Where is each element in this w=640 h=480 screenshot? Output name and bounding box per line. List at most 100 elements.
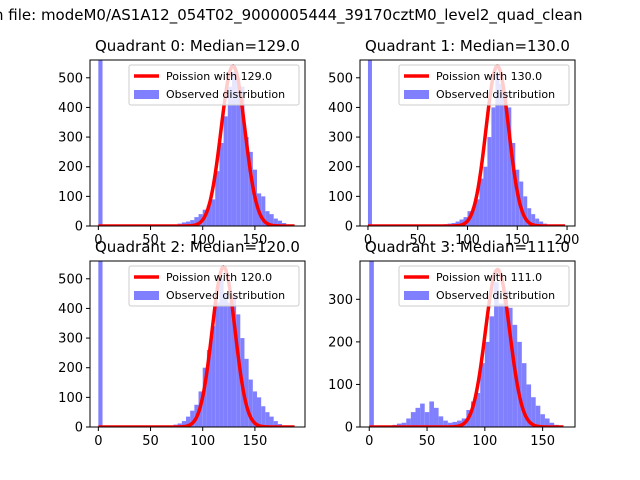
quadrant-2-hist-bar-25 (265, 412, 270, 427)
quadrant-0-y-tick-label-5: 500 (58, 71, 83, 86)
quadrant-1-hist-bar-26 (539, 221, 544, 226)
quadrant-2-y-tick-label-5: 500 (58, 272, 83, 287)
quadrant-2-y-tick-label-2: 200 (58, 361, 83, 376)
quadrant-1-x-tick-label-3: 150 (505, 233, 530, 248)
quadrant-3-legend-hist-swatch (404, 291, 429, 300)
quadrant-0-legend-box (128, 64, 300, 106)
quadrant-3-x-tick-label-1: 50 (419, 434, 436, 449)
quadrant-0-hist-bar-15 (231, 71, 237, 226)
quadrant-3-hist-bar-10 (433, 407, 439, 427)
quadrant-2-legend-hist-swatch (134, 291, 159, 300)
quadrant-1-plot-area (367, 60, 566, 226)
quadrant-0-x-tick-label-0: 0 (94, 233, 102, 248)
quadrant-3-hist-bar-9 (429, 401, 434, 427)
quadrant-1-hist-bar-14 (491, 107, 496, 226)
quadrant-1-legend-hist-swatch (404, 90, 429, 99)
quadrant-0-hist-bar-19 (248, 151, 253, 226)
quadrant-1-hist-bar-19 (511, 143, 516, 226)
quadrant-0-hist-bar-11 (215, 171, 220, 226)
quadrant-1-y-tick-label-4: 400 (328, 101, 353, 116)
quadrant-1-y-tick-label-0: 0 (345, 220, 353, 235)
quadrant-3-hist-bar-20 (480, 363, 485, 427)
quadrant-1-legend-hist-label: Observed distribution (436, 88, 555, 101)
quadrant-3-hist-bar-32 (535, 405, 541, 427)
quadrant-1-x-tick-label-1: 50 (409, 233, 426, 248)
quadrant-3-hist-bar-21 (484, 341, 490, 427)
quadrant-3-hist-bar-23 (494, 282, 499, 427)
quadrant-1-y-tick-label-1: 100 (328, 190, 353, 205)
quadrant-2-title: Quadrant 2: Median=120.0 (95, 238, 300, 256)
quadrant-0-x-tick-label-3: 150 (242, 233, 267, 248)
quadrant-2-hist-bar-6 (186, 416, 191, 427)
quadrant-1-title: Quadrant 1: Median=130.0 (365, 37, 570, 55)
quadrant-0-x-tick-label-1: 50 (142, 233, 159, 248)
quadrant-1-zero-bin-bar (367, 60, 372, 226)
quadrant-0-hist-bar-13 (223, 116, 228, 226)
quadrant-1-hist-bar-25 (535, 218, 540, 226)
quadrant-3-y-tick-label-3: 300 (328, 293, 353, 308)
quadrant-0-y-tick-label-2: 200 (58, 160, 83, 175)
quadrant-1-legend: Poission with 130.0 Observed distribution (398, 64, 570, 106)
quadrant-3-legend-fit-label: Poission with 111.0 (436, 271, 542, 284)
quadrant-3-hist-bar-33 (540, 414, 545, 427)
quadrant-1-legend-fit-label: Poission with 130.0 (436, 70, 542, 83)
quadrant-2-hist-bar-23 (256, 397, 262, 427)
quadrant-1-hist-bar-11 (479, 178, 484, 226)
quadrant-1-hist-bar-13 (487, 137, 492, 226)
quadrant-2-hist-bar-21 (248, 379, 253, 427)
quadrant-2-legend-fit-label: Poission with 120.0 (166, 271, 272, 284)
quadrant-0-hist-bar-16 (236, 77, 241, 226)
quadrant-2-hist-bar-7 (190, 410, 195, 427)
quadrant-0-hist-bar-18 (244, 137, 249, 226)
quadrant-0-legend-hist-swatch (134, 90, 159, 99)
quadrant-0-poisson-fit-line (98, 64, 295, 226)
quadrant-0-legend-hist-label: Observed distribution (166, 88, 285, 101)
quadrant-2-hist-bar-14 (219, 278, 224, 427)
quadrant-0-hist-bar-10 (211, 199, 216, 226)
quadrant-1-hist-bar-12 (483, 166, 488, 226)
quadrant-2-hist-bar-16 (227, 302, 232, 427)
quadrant-3-zero-bin-bar (369, 261, 374, 427)
quadrant-3-y-tick-label-2: 200 (328, 335, 353, 350)
quadrant-2-y-tick-label-0: 0 (75, 421, 83, 436)
quadrant-0-plot-area (98, 60, 295, 226)
quadrant-0-hist-bar-24 (269, 214, 274, 226)
quadrant-0-y-tick-label-0: 0 (75, 220, 83, 235)
quadrant-3-hist-bar-13 (447, 422, 453, 427)
quadrant-3-hist-bar-35 (549, 422, 555, 427)
quadrant-3-hist-bar-18 (470, 401, 476, 427)
quadrant-1-hist-bar-15 (495, 74, 500, 226)
quadrant-2-x-tick-label-0: 0 (94, 434, 102, 449)
quadrant-3-x-tick-label-0: 0 (365, 434, 373, 449)
quadrant-3-hist-bar-6 (415, 407, 421, 427)
quadrant-3-hist-bar-5 (410, 412, 416, 427)
quadrant-3-hist-bar-12 (443, 420, 448, 427)
quadrant-0-hist-bar-26 (277, 220, 283, 226)
quadrant-3-hist-bar-26 (507, 307, 513, 427)
quadrant-2-hist-bar-22 (252, 391, 257, 427)
quadrant-3-hist-bar-15 (457, 420, 462, 427)
quadrant-1-hist-bar-23 (527, 208, 532, 226)
quadrant-0-zero-bin-bar (98, 60, 103, 226)
quadrant-2-plot-area (98, 261, 295, 427)
quadrant-3-x-tick-label-3: 150 (530, 434, 555, 449)
quadrant-1-x-tick-label-2: 100 (455, 233, 480, 248)
quadrant-1-hist-bar-17 (503, 92, 508, 226)
quadrant-0-axes-frame (89, 59, 306, 227)
quadrant-0-hist-bar-22 (261, 196, 266, 226)
quadrant-0-hist-bar-9 (206, 205, 212, 226)
quadrant-0-hist-bar-12 (219, 143, 224, 226)
quadrant-3-hist-bar-30 (526, 384, 532, 427)
quadrant-3-hist-bar-4 (406, 418, 411, 427)
quadrant-3-x-tick-label-2: 100 (472, 434, 497, 449)
quadrant-2-hist-bar-24 (261, 406, 266, 427)
quadrant-2-y-tick-label-3: 300 (58, 332, 83, 347)
quadrant-3-legend-hist-label: Observed distribution (436, 289, 555, 302)
quadrant-1-y-tick-label-2: 200 (328, 160, 353, 175)
quadrant-1-hist-bar-22 (523, 196, 528, 226)
quadrant-2-legend-hist-label: Observed distribution (166, 289, 285, 302)
quadrant-2-poisson-fit-line (98, 265, 295, 427)
quadrant-2-zero-bin-bar (98, 261, 103, 427)
quadrant-3-poisson-fit-line (369, 267, 564, 427)
quadrant-3-hist-bar-25 (503, 290, 508, 427)
